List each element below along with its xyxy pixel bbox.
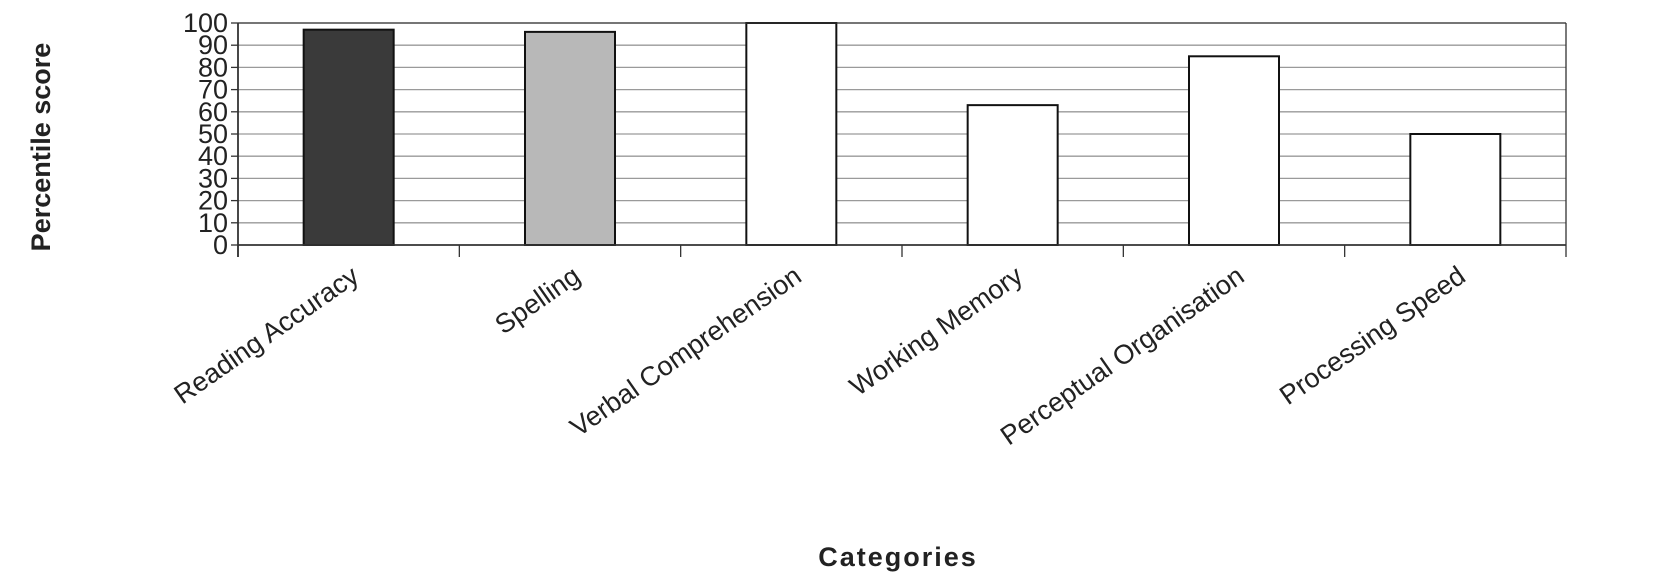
x-category-label: Perceptual Organisation bbox=[995, 260, 1249, 451]
y-tick-label: 60 bbox=[198, 97, 228, 127]
y-tick-label: 80 bbox=[198, 52, 228, 82]
bar bbox=[966, 104, 1059, 246]
y-axis-title: Percentile score bbox=[26, 43, 56, 252]
x-axis-title: Categories bbox=[818, 542, 978, 572]
axes bbox=[231, 22, 1567, 257]
y-tick-label: 50 bbox=[198, 119, 228, 149]
y-tick-label: 40 bbox=[198, 141, 228, 171]
x-category-label: Verbal Comprehension bbox=[565, 260, 807, 442]
y-tick-label: 30 bbox=[198, 163, 228, 193]
bar bbox=[745, 22, 838, 246]
x-category-label: Reading Accuracy bbox=[169, 260, 365, 410]
gridlines bbox=[238, 22, 1566, 224]
bar bbox=[1409, 133, 1502, 246]
y-tick-label: 100 bbox=[183, 8, 228, 38]
x-category-label: Processing Speed bbox=[1274, 260, 1471, 410]
y-tick-label: 90 bbox=[198, 30, 228, 60]
y-tick-label: 20 bbox=[198, 186, 228, 216]
y-tick-label: 70 bbox=[198, 75, 228, 105]
bar bbox=[1188, 55, 1280, 246]
bar bbox=[302, 28, 395, 246]
x-category-label: Spelling bbox=[490, 260, 586, 340]
y-tick-label: 0 bbox=[213, 230, 228, 260]
x-category-label: Working Memory bbox=[844, 260, 1028, 402]
bar bbox=[524, 30, 616, 246]
y-tick-label: 10 bbox=[198, 208, 228, 238]
